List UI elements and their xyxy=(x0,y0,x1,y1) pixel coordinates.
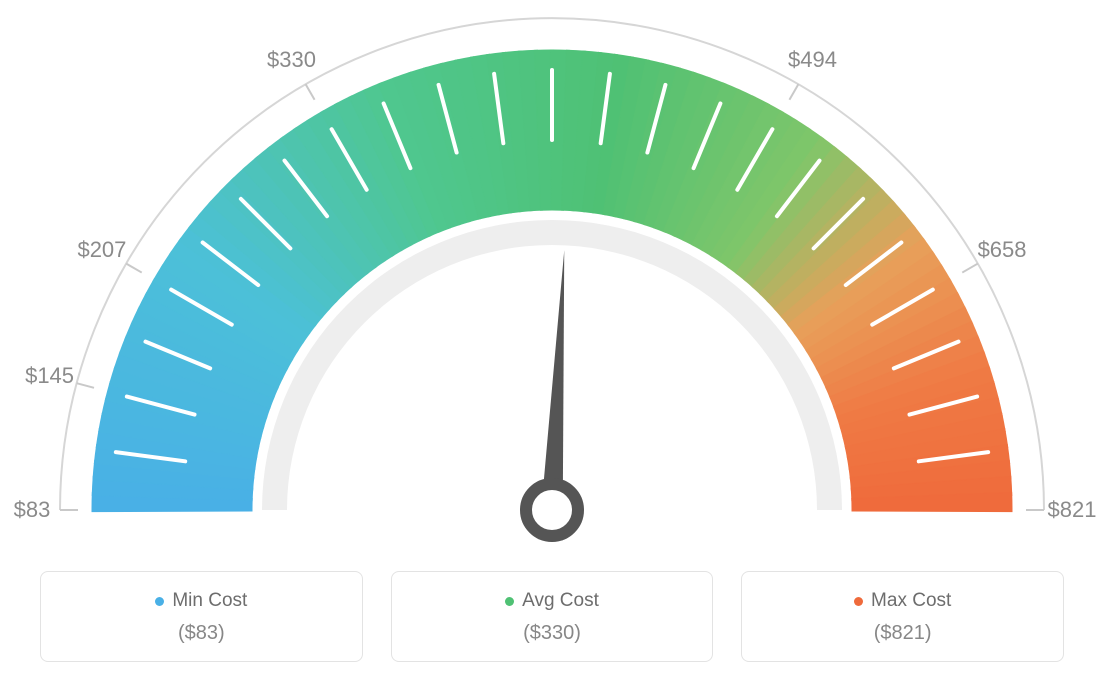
gauge-tick-label: $658 xyxy=(978,237,1027,263)
legend-title-min-text: Min Cost xyxy=(172,590,247,612)
gauge-tick-label: $207 xyxy=(77,237,126,263)
dot-icon xyxy=(155,597,164,606)
legend-title-avg-text: Avg Cost xyxy=(522,590,599,612)
legend-row: Min Cost ($83) Avg Cost ($330) Max Cost … xyxy=(40,571,1064,662)
gauge-tick-label: $83 xyxy=(14,497,51,523)
legend-value-max: ($821) xyxy=(752,622,1053,645)
gauge-tick-label: $821 xyxy=(1048,497,1097,523)
legend-title-avg: Avg Cost xyxy=(505,590,599,612)
gauge-tick-label: $330 xyxy=(267,47,316,73)
cost-gauge: $83 $145 $207 $330 $494 $658 $821 xyxy=(0,0,1104,560)
legend-value-min: ($83) xyxy=(51,622,352,645)
dot-icon xyxy=(854,597,863,606)
legend-title-min: Min Cost xyxy=(155,590,247,612)
legend-title-max: Max Cost xyxy=(854,590,951,612)
gauge-svg xyxy=(0,0,1104,560)
legend-card-max: Max Cost ($821) xyxy=(741,571,1064,662)
legend-card-min: Min Cost ($83) xyxy=(40,571,363,662)
gauge-tick-label: $145 xyxy=(25,363,74,389)
legend-card-avg: Avg Cost ($330) xyxy=(391,571,714,662)
legend-title-max-text: Max Cost xyxy=(871,590,951,612)
gauge-tick-label: $494 xyxy=(788,47,837,73)
legend-value-avg: ($330) xyxy=(402,622,703,645)
dot-icon xyxy=(505,597,514,606)
